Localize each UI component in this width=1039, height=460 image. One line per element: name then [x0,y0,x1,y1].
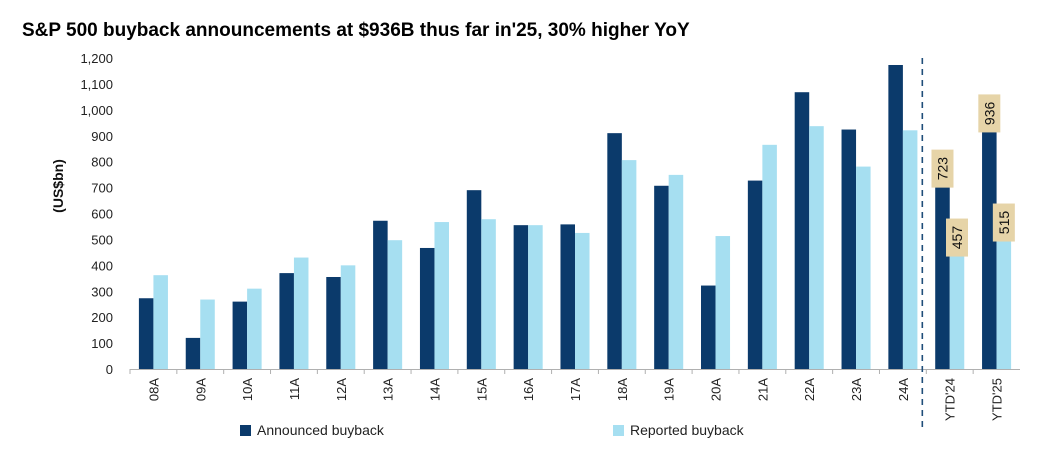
bar-reported [387,240,403,369]
bar-announced [654,185,669,369]
data-label: 936 [981,102,997,126]
x-tick-label: 18A [615,378,630,401]
y-tick-label: 600 [91,207,113,222]
bar-reported [668,174,684,369]
y-axis: 0 100 200 300 400 500 600 700 800 900 1,000 1,100 1,… [80,51,113,377]
bar-reported [809,126,824,370]
data-label-box [945,218,968,257]
x-tick-label: 23A [849,378,864,401]
bar-announced [232,301,248,369]
y-tick-label: 1,000 [80,103,113,118]
bar-announced [607,133,622,369]
data-label-box [931,149,954,188]
bar-announced [888,64,903,369]
bar-announced [747,180,763,369]
legend-swatch-announced [240,425,251,436]
bar-announced [935,181,950,369]
x-tick-label: 10A [240,378,255,401]
y-tick-label: 900 [91,129,113,144]
y-tick-label: 1,100 [80,77,113,92]
legend-label-reported: Reported buyback [630,422,745,438]
data-label: 723 [934,157,950,181]
x-tick-label: 09A [193,378,208,401]
legend-swatch-reported [613,425,624,436]
bar-announced [185,337,201,369]
bar-reported [293,257,309,369]
bar-announced [466,190,482,369]
x-tick-label: 14A [427,378,442,401]
bar-reported [481,219,496,369]
y-tick-label: 500 [91,232,113,247]
bar-announced [513,225,529,369]
bar-reported [949,250,965,369]
y-tick-label: 800 [91,155,113,170]
chart-title: S&P 500 buyback announcements at $936B t… [22,20,690,41]
legend: Announced buyback Reported buyback [240,422,745,438]
x-tick-label: 13A [381,378,396,401]
x-tick-label: YTD'24 [943,378,958,421]
bar-reported [575,232,590,369]
bar-announced [841,129,857,369]
bar-reported [856,166,871,369]
y-tick-label: 0 [106,362,113,377]
x-tick-label: 24A [896,378,911,401]
y-tick-label: 1,200 [80,51,113,66]
y-tick-label: 100 [91,336,113,351]
bar-reported [621,160,637,369]
x-tick-label: 15A [474,378,489,401]
bar-announced [982,126,997,369]
bar-reported [715,236,731,369]
x-tick-label: 16A [521,378,536,401]
y-axis-label: (US$bn) [50,159,66,213]
y-tick-label: 400 [91,258,113,273]
bar-reported [434,222,449,369]
x-tick-label: 17A [568,378,583,401]
x-axis: 08A 09A 10A 11A 12A 13A 14A 15A 16A 17A 18A 19A 20A 2… [129,58,1020,430]
y-tick-label: 300 [91,284,113,299]
x-tick-label: YTD'25 [990,378,1005,421]
x-tick-label: 19A [662,378,677,401]
bar-reported [762,144,777,369]
bars [138,64,1012,370]
bar-announced [373,220,388,369]
bar-announced [138,298,154,369]
bar-announced [279,273,294,369]
x-tick-label: 08A [146,378,161,401]
bar-reported [153,275,168,369]
bar-announced [419,247,435,369]
x-tick-label: 20A [709,378,724,401]
x-tick-label: 21A [755,378,770,401]
bar-announced [701,285,716,369]
bar-reported [902,130,918,369]
bar-announced [326,276,341,369]
x-tick-label: 22A [802,378,817,401]
data-label: 515 [996,211,1012,235]
data-labels: 723 457 936 515 [931,94,1015,257]
y-tick-label: 700 [91,181,113,196]
bar-announced [560,224,575,369]
data-label: 457 [949,226,965,250]
bar-announced [794,92,810,370]
x-tick-label: 12A [334,378,349,401]
bar-reported [247,288,262,369]
bar-reported [528,225,543,369]
x-tick-label: 11A [287,378,302,400]
bar-reported [200,299,215,369]
data-label-box [978,94,1001,133]
legend-label-announced: Announced buyback [257,422,385,438]
y-tick-label: 200 [91,310,113,325]
bar-reported [340,265,356,369]
bar-reported [996,235,1012,369]
data-label-box [992,203,1015,242]
